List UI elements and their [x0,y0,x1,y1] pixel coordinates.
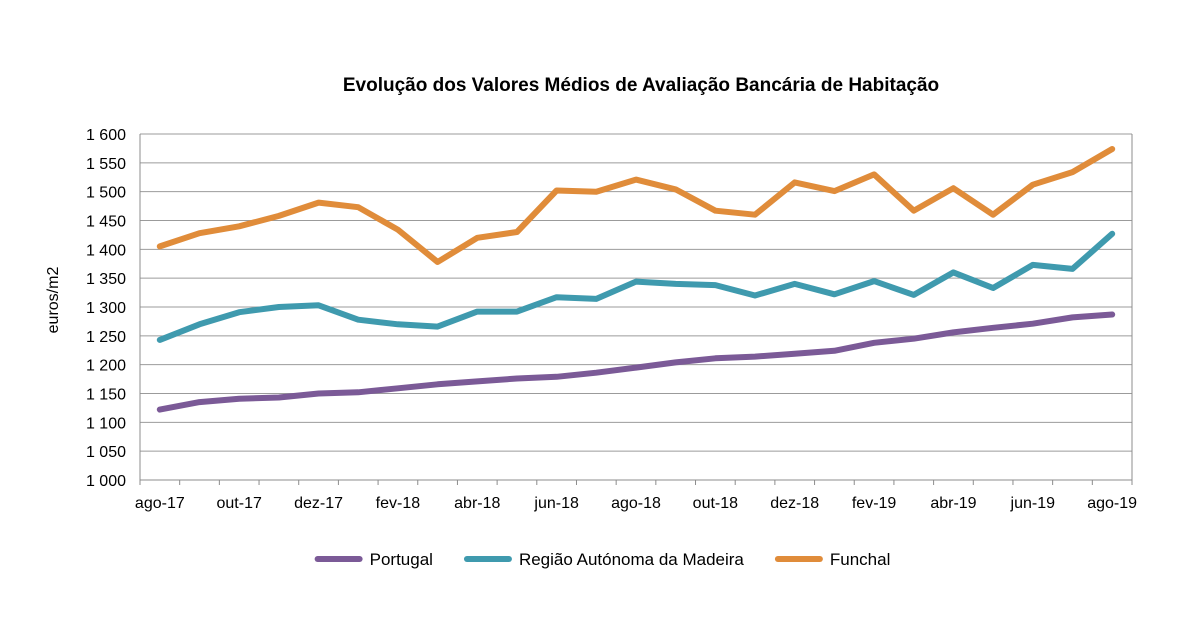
legend-label: Portugal [370,550,433,569]
x-tick-label: abr-19 [930,495,976,512]
y-tick-label: 1 550 [86,156,126,173]
y-tick-label: 1 400 [86,242,126,259]
x-tick-label: fev-18 [376,495,421,512]
legend-item: Portugal [314,550,433,569]
x-tick-label: ago-18 [611,495,661,512]
series-line-2 [156,230,1116,343]
x-tick-label: out-17 [217,495,262,512]
x-tick-label: ago-17 [135,495,185,512]
y-tick-label: 1 250 [86,329,126,346]
y-tick-label: 1 600 [86,127,126,144]
series-line-3 [156,146,1116,265]
x-tick-label: abr-18 [454,495,500,512]
x-tick-label: jun-18 [533,495,579,512]
axes [139,134,1133,485]
x-tick-label: jun-19 [1010,495,1056,512]
x-tick-label: ago-19 [1087,495,1137,512]
x-tick-labels: ago-17 out-17 dez-17 fev-18 abr-18 jun-18 ago-… [135,495,1137,512]
y-tick-label: 1 000 [86,473,126,490]
y-tick-labels: 1 000 1 050 1 100 1 150 1 200 1 250 1 300 1 350… [86,127,126,490]
legend-label: Funchal [830,550,890,569]
y-tick-label: 1 350 [86,271,126,288]
y-axis-label: euros/m2 [45,267,62,334]
y-tick-label: 1 300 [86,300,126,317]
y-tick-label: 1 150 [86,387,126,404]
x-tick-label: fev-19 [852,495,897,512]
series-lines [156,146,1116,413]
x-tick-label: dez-18 [770,495,819,512]
y-tick-label: 1 500 [86,185,126,202]
legend-item: Funchal [774,550,890,569]
y-tick-label: 1 100 [86,415,126,432]
legend: Portugal Região Autónoma da Madeira Funcha… [314,550,890,569]
legend-label: Região Autónoma da Madeira [519,550,744,569]
x-tick-label: out-18 [693,495,738,512]
y-tick-label: 1 450 [86,214,126,231]
y-tick-label: 1 050 [86,444,126,461]
chart-title: Evolução dos Valores Médios de Avaliação… [343,75,939,96]
y-tick-label: 1 200 [86,358,126,375]
x-tick-label: dez-17 [294,495,343,512]
legend-item: Região Autónoma da Madeira [463,550,744,569]
series-line-1 [156,311,1116,413]
